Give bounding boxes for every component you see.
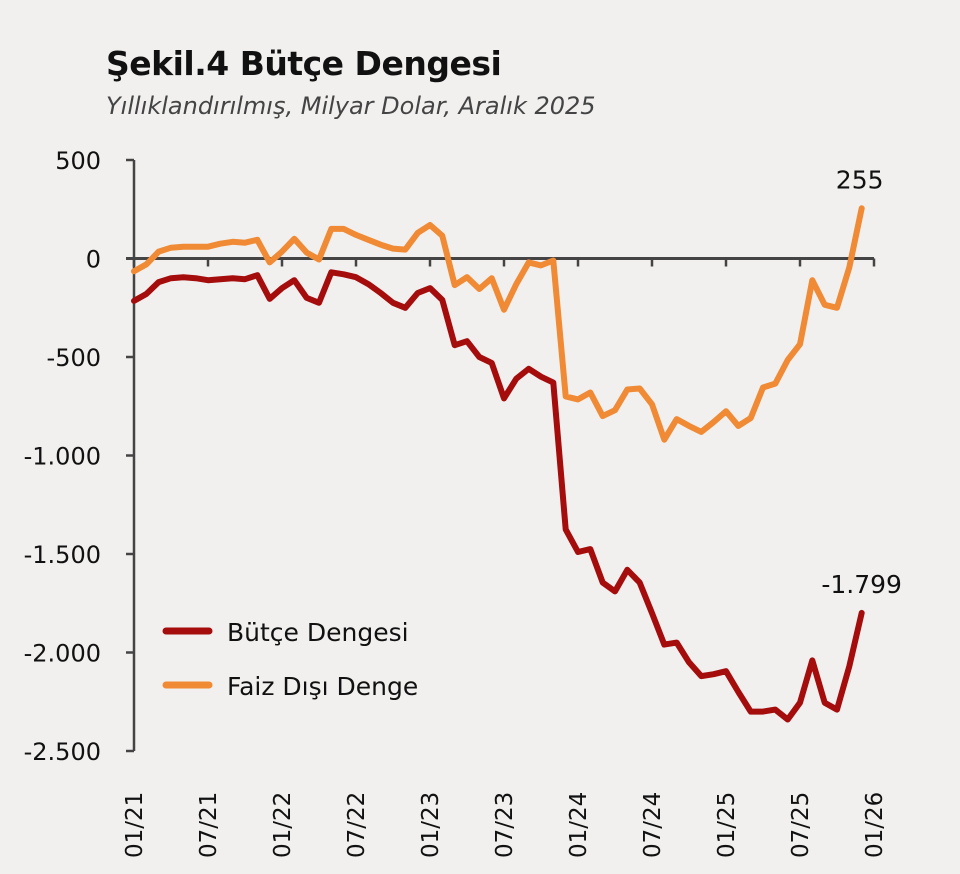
x-axis-ticks: 01/21 07/21 01/22 07/22 01/23 07/23 01/24 07/24… bbox=[122, 258, 888, 858]
y-tick-label: -1.000 bbox=[24, 443, 101, 471]
x-tick-label: 01/25 bbox=[714, 792, 740, 858]
x-tick-label: 07/24 bbox=[640, 792, 666, 858]
y-tick-label: -1.500 bbox=[24, 541, 101, 569]
x-tick-label: 07/25 bbox=[788, 792, 814, 858]
faiz-end-label: 255 bbox=[836, 165, 884, 194]
x-tick-label: 01/24 bbox=[566, 792, 592, 858]
chart-subtitle: Yıllıklandırılmış, Milyar Dolar, Aralık … bbox=[106, 92, 596, 120]
x-tick-label: 07/22 bbox=[344, 792, 370, 858]
y-tick-label: 0 bbox=[86, 246, 101, 274]
butce-end-label: -1.799 bbox=[821, 570, 902, 599]
y-tick-label: 500 bbox=[55, 147, 101, 175]
x-tick-label: 01/22 bbox=[270, 792, 296, 858]
y-axis-ticks: 500 0 -500 -1.000 -1.500 -2.000 -2.500 bbox=[24, 147, 134, 766]
y-tick-label: -2.500 bbox=[24, 738, 101, 766]
x-tick-label: 01/21 bbox=[122, 792, 148, 858]
x-tick-label: 01/23 bbox=[418, 792, 444, 858]
end-labels: -1.799 255 bbox=[821, 165, 902, 599]
series-lines bbox=[131, 205, 865, 723]
x-tick-label: 01/26 bbox=[862, 792, 888, 858]
legend-label: Bütçe Dengesi bbox=[227, 618, 409, 647]
butce-dengesi-line bbox=[131, 269, 865, 723]
axes bbox=[126, 160, 874, 751]
x-tick-label: 07/21 bbox=[196, 792, 222, 858]
x-tick-label: 07/23 bbox=[492, 792, 518, 858]
y-tick-label: -2.000 bbox=[24, 640, 101, 668]
legend: Bütçe Dengesi Faiz Dışı Denge bbox=[162, 618, 418, 701]
legend-label: Faiz Dışı Denge bbox=[227, 672, 418, 701]
faiz-disi-denge-line bbox=[131, 205, 865, 443]
y-tick-label: -500 bbox=[47, 344, 101, 372]
chart-title: Şekil.4 Bütçe Dengesi bbox=[106, 44, 502, 83]
